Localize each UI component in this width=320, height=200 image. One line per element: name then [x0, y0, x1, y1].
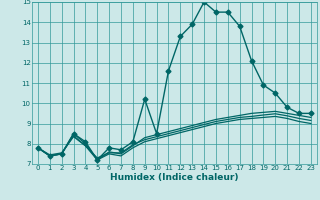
X-axis label: Humidex (Indice chaleur): Humidex (Indice chaleur) — [110, 173, 239, 182]
